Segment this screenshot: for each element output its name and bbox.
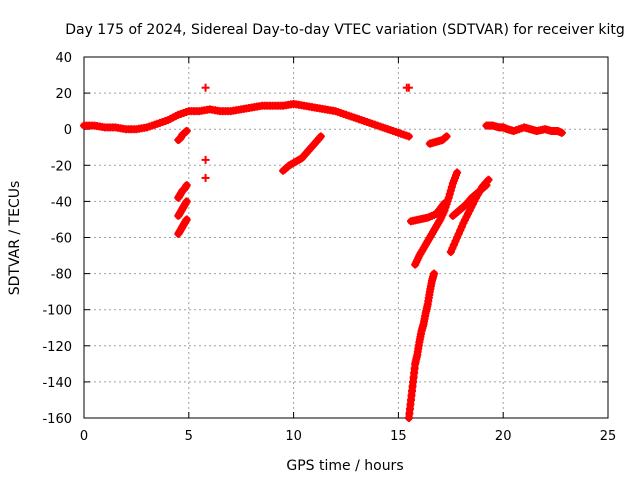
x-tick-label: 10 [285,429,302,444]
x-axis-label: GPS time / hours [286,458,403,474]
y-tick-label: -60 [51,232,72,247]
y-tick-label: -160 [42,412,72,427]
data-point-isolated-points [201,83,210,92]
x-tick-label: 15 [390,429,407,444]
x-tick-label: 20 [495,429,512,444]
data-point-segment-a [182,127,191,136]
axis-ticks: -160 -140 -120 -100 -80 -60 -40 -20 0 20 40 0 5 10 15 2… [42,51,616,444]
x-tick-label: 0 [80,429,88,444]
x-tick-label: 5 [185,429,193,444]
y-tick-label: -20 [51,159,72,174]
chart-title: Day 175 of 2024, Sidereal Day-to-day VTE… [65,22,625,38]
x-tick-label: 25 [600,429,617,444]
data-point-main-arc [404,132,413,141]
data-point-isolated-points [201,155,210,164]
data-point-segment-e [316,132,325,141]
y-tick-label: -80 [51,268,72,283]
data-point-segment-g [430,269,439,278]
y-tick-label: 40 [55,51,72,66]
data-point-segment-c [182,197,191,206]
data-point-segment-i [439,200,448,209]
data-points [80,83,566,422]
y-tick-label: 20 [55,87,72,102]
y-tick-label: 0 [64,123,72,138]
y-tick-label: -100 [42,304,72,319]
data-point-segment-f [453,168,462,177]
data-point-segment-b [182,181,191,190]
data-point-isolated-points [201,173,210,182]
data-point-segment-i [440,199,449,208]
y-tick-label: -120 [42,340,72,355]
data-point-segment-d [182,215,191,224]
data-point-isolated-points [404,83,413,92]
data-point-segment-j [482,181,491,190]
y-axis-label: SDTVAR / TECUs [7,181,23,296]
y-tick-label: -40 [51,195,72,210]
data-point-late-arc [557,128,566,137]
y-tick-label: -140 [42,376,72,391]
data-point-segment-k [442,132,451,141]
